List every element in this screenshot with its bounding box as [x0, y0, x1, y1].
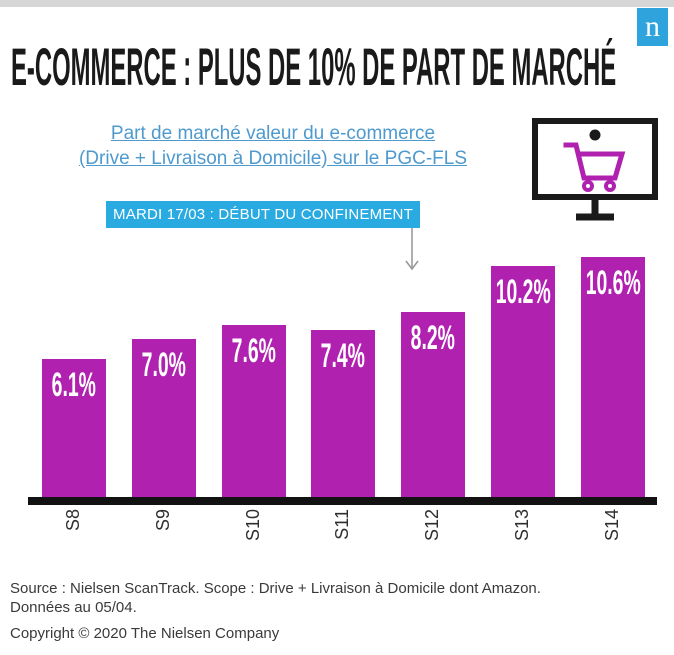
x-axis-label-cell: S11	[311, 509, 375, 571]
bar-S14: 10.6%	[581, 257, 645, 497]
bar-value-label-S14: 10.6%	[585, 264, 641, 302]
bar-S11: 7.4%	[311, 330, 375, 497]
nielsen-logo-letter: n	[645, 10, 660, 43]
x-axis-label-S13: S13	[512, 509, 533, 542]
x-axis-label-cell: S9	[132, 509, 196, 571]
monitor-icon	[528, 112, 662, 230]
annotation-arrow	[403, 228, 421, 274]
confinement-annotation-text: MARDI 17/03 : DÉBUT DU CONFINEMENT	[113, 206, 413, 223]
bar-S13: 10.2%	[491, 266, 555, 497]
bar-S9: 7.0%	[132, 339, 196, 497]
bar-S12: 8.2%	[401, 312, 465, 497]
bar-value-label-S12: 8.2%	[410, 319, 456, 357]
bar-value-label-S10: 7.6%	[231, 332, 277, 370]
bar-value-label-S8: 6.1%	[51, 366, 97, 404]
x-axis-label-cell: S12	[401, 509, 465, 571]
x-axis-labels: S8 S9 S10 S11 S12 S13 S14	[0, 509, 674, 571]
nielsen-logo: n	[637, 8, 668, 46]
bar-value-label-S9: 7.0%	[141, 346, 187, 384]
bar-S8: 6.1%	[42, 359, 106, 497]
x-axis-label-cell: S14	[581, 509, 645, 571]
copyright-note: Copyright © 2020 The Nielsen Company	[10, 625, 280, 642]
x-axis-label-cell: S10	[222, 509, 286, 571]
source-note: Source : Nielsen ScanTrack. Scope : Driv…	[10, 579, 650, 617]
chart-subtitle-link[interactable]: Part de marché valeur du e-commerce (Dri…	[38, 121, 508, 171]
x-axis-label-cell: S13	[491, 509, 555, 571]
source-line1: Source : Nielsen ScanTrack. Scope : Driv…	[10, 580, 541, 597]
monitor-webcam-dot	[589, 129, 601, 141]
monitor-with-cart-svg	[532, 118, 658, 221]
x-axis-label-S12: S12	[422, 509, 443, 542]
bar-value-label-S11: 7.4%	[320, 337, 366, 375]
arrow-down-icon	[405, 228, 419, 271]
bar-S10: 7.6%	[222, 325, 286, 497]
bar-chart-plot-area: 6.1% 7.0% 7.6% 7.4% 8.2% 10.2% 10.6%	[0, 247, 674, 497]
shopping-cart-icon	[563, 142, 626, 192]
chart-subtitle-line2: (Drive + Livraison à Domicile) sur le PG…	[78, 148, 467, 169]
confinement-annotation-banner: MARDI 17/03 : DÉBUT DU CONFINEMENT	[106, 201, 420, 228]
x-axis-label-S14: S14	[602, 509, 623, 542]
x-axis-label-S11: S11	[332, 509, 353, 540]
x-axis-label-S8: S8	[63, 509, 84, 532]
source-line2: Données au 05/04.	[10, 599, 137, 616]
page-title: E-COMMERCE : PLUS DE 10% DE PART DE MARC…	[11, 38, 617, 97]
x-axis-label-S10: S10	[243, 509, 264, 542]
top-border	[0, 0, 674, 7]
bar-value-label-S13: 10.2%	[495, 273, 551, 311]
x-axis-label-S9: S9	[153, 509, 174, 532]
chart-subtitle-line1: Part de marché valeur du e-commerce	[110, 123, 436, 144]
x-axis-label-cell: S8	[42, 509, 106, 571]
x-axis-line	[28, 497, 657, 505]
